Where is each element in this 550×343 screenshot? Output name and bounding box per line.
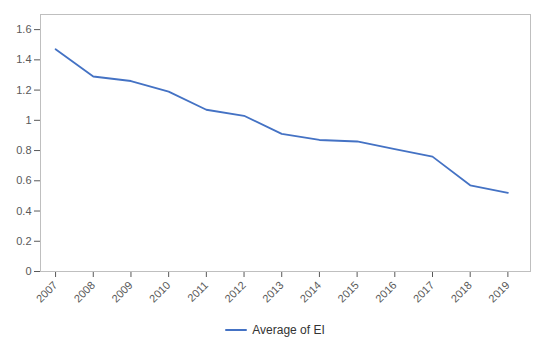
svg-text:1.2: 1.2 <box>16 84 31 96</box>
svg-text:1.6: 1.6 <box>16 23 31 35</box>
svg-text:0.2: 0.2 <box>16 235 31 247</box>
svg-text:2015: 2015 <box>335 279 361 305</box>
svg-text:2011: 2011 <box>185 279 210 304</box>
svg-text:2013: 2013 <box>260 279 286 305</box>
svg-text:1: 1 <box>25 114 31 126</box>
svg-text:0: 0 <box>25 265 31 277</box>
svg-text:2010: 2010 <box>147 279 173 305</box>
svg-text:0.8: 0.8 <box>16 144 31 156</box>
svg-text:0.6: 0.6 <box>16 174 31 186</box>
svg-text:2016: 2016 <box>373 279 399 305</box>
svg-text:1.4: 1.4 <box>16 53 31 65</box>
html-text:Average of EI: Average of EI <box>252 323 325 337</box>
svg-text:2018: 2018 <box>448 279 474 305</box>
svg-text:0.4: 0.4 <box>16 205 31 217</box>
svg-text:2007: 2007 <box>34 279 60 305</box>
svg-text:2019: 2019 <box>486 279 512 305</box>
svg-text:2012: 2012 <box>222 279 248 305</box>
svg-text:2014: 2014 <box>298 279 324 305</box>
svg-text:2009: 2009 <box>109 279 135 305</box>
svg-text:2017: 2017 <box>411 279 437 305</box>
svg-text:2008: 2008 <box>71 279 97 305</box>
